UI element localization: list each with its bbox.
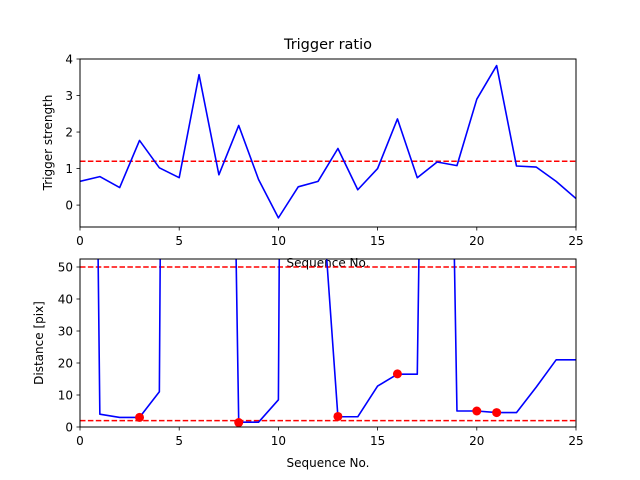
x-tick-label: 5 [175,234,183,248]
y-axis-label: Trigger strength [41,95,55,192]
x-tick-label: 0 [76,234,84,248]
x-axis-label: Sequence No. [287,456,370,470]
data-point [333,411,343,421]
y-tick-label: 0 [65,199,73,213]
y-tick-label: 1 [65,162,73,176]
plot-area [80,64,576,219]
y-tick-label: 20 [58,357,73,371]
x-tick-label: 20 [469,234,484,248]
x-tick-label: 15 [370,234,385,248]
y-tick-label: 2 [65,126,73,140]
y-tick-label: 10 [58,389,73,403]
x-tick-label: 10 [271,234,286,248]
x-tick-label: 25 [568,434,583,448]
x-tick-label: 25 [568,234,583,248]
x-tick-label: 0 [76,434,84,448]
y-tick-label: 4 [65,53,73,67]
y-tick-label: 0 [65,421,73,435]
axes-frame [79,58,577,228]
distance-chart: 0 5 10 15 20 25 0 10 20 30 40 50 Sequence No. Dista… [32,258,584,470]
x-tick-label: 10 [271,434,286,448]
y-tick-label: 40 [58,293,73,307]
data-point [392,369,402,379]
data-point [234,418,244,427]
data-point [492,408,502,418]
plot-area [80,259,576,427]
data-point [472,406,482,416]
x-tick-label: 5 [175,434,183,448]
y-tick-label: 30 [58,325,73,339]
y-axis-label: Distance [pix] [32,301,46,385]
y-tick-label: 50 [58,261,73,275]
chart-title: Trigger ratio [283,37,372,53]
axes-frame [79,258,577,428]
tick-layer: 0 5 10 15 20 25 0 1 2 3 4 [65,53,583,249]
tick-layer: 0 5 10 15 20 25 0 10 20 30 40 50 [58,261,584,449]
y-tick-label: 3 [65,89,73,103]
x-tick-label: 15 [370,434,385,448]
series-line [80,64,576,219]
data-point [135,412,145,422]
x-tick-label: 20 [469,434,484,448]
